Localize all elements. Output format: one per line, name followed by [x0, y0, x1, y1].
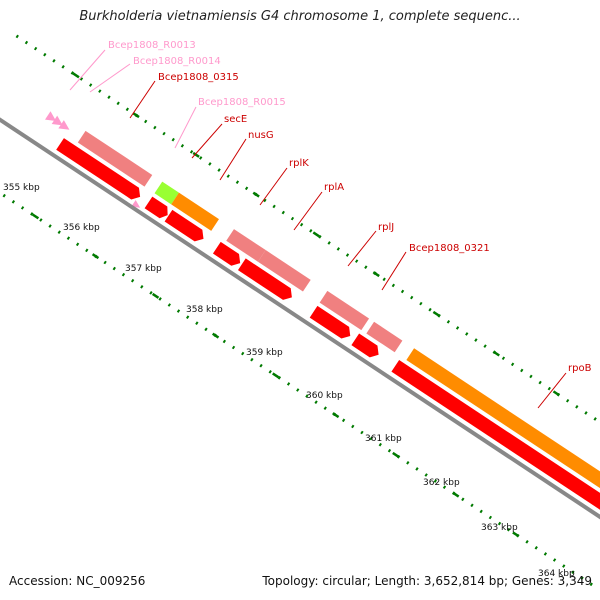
cds-arrow-rpla: [237, 258, 292, 300]
kbp-label: 357 kbp: [125, 264, 162, 274]
trna-markers: [45, 111, 141, 208]
forward-track: [77, 130, 600, 521]
leader-bcep1808-0321: [381, 251, 407, 291]
cds-arrow-nusg: [164, 209, 204, 242]
cds-arrow-bcep1808-0315: [56, 138, 141, 200]
cds-arrow-rplj: [309, 305, 351, 339]
gene-label: Bcep1808_R0014: [133, 56, 221, 67]
gene-label: secE: [224, 114, 247, 125]
kbp-label: 358 kbp: [186, 305, 223, 315]
kbp-label: 363 kbp: [481, 523, 518, 533]
leader-bcep1808-r0014: [89, 63, 131, 93]
kbp-label: 364 kbp: [538, 569, 575, 579]
cds-bar-rpob: [391, 359, 600, 536]
leader-nusg: [219, 138, 247, 181]
trna-marker: [45, 111, 57, 121]
gene-label: nusG: [248, 130, 274, 141]
map-title: Burkholderia vietnamiensis G4 chromosome…: [79, 9, 521, 24]
leader-rplk: [259, 167, 288, 206]
gene-labels: Bcep1808_R0013 Bcep1808_R0014 Bcep1808_0…: [108, 40, 592, 374]
outer-tick-ruler: [15, 34, 600, 430]
gene-label: rplJ: [378, 222, 394, 233]
leader-bcep1808-0315: [129, 80, 156, 119]
kbp-label: 356 kbp: [63, 223, 100, 233]
leader-rpla: [293, 191, 323, 231]
accession-text: Accession: NC_009256: [9, 574, 146, 588]
gene-sece: [154, 181, 179, 205]
kbp-label: 359 kbp: [246, 348, 283, 358]
gene-rpob: [406, 348, 600, 521]
genome-summary-text: Topology: circular; Length: 3,652,814 bp…: [262, 574, 592, 588]
leader-rplj: [347, 230, 377, 267]
cds-arrow-rplk: [212, 241, 241, 266]
gene-label: rplK: [289, 158, 309, 169]
gene-bcep1808-0321-forward: [366, 321, 403, 353]
kbp-label: 362 kbp: [423, 478, 460, 488]
gene-label: rpoB: [568, 363, 592, 374]
inner-major-ticks: [31, 213, 520, 538]
gene-label: Bcep1808_0321: [409, 243, 490, 254]
cds-arrow-sece: [144, 196, 168, 219]
kbp-label: 360 kbp: [306, 391, 343, 401]
kbp-labels: 355 kbp 356 kbp 357 kbp 358 kbp 359 kbp …: [3, 183, 575, 579]
gene-rplk-forward: [226, 229, 266, 262]
gene-bcep1808-0315-forward: [77, 130, 153, 187]
cds-track: [56, 138, 600, 536]
gene-nusg: [171, 192, 219, 231]
kbp-label: 355 kbp: [3, 183, 40, 193]
genome-backbone: [0, 100, 600, 546]
leader-bcep1808-r0015: [174, 106, 197, 149]
leader-rpob: [537, 372, 567, 409]
kbp-label: 361 kbp: [365, 434, 402, 444]
gene-label: Bcep1808_0315: [158, 72, 239, 83]
gene-rpla-forward: [257, 250, 311, 292]
gene-label: Bcep1808_R0015: [198, 97, 286, 108]
gene-label: rplA: [324, 182, 344, 193]
trna-marker: [51, 115, 63, 126]
gene-label: Bcep1808_R0013: [108, 40, 196, 51]
cds-arrow-bcep1808-0321: [351, 333, 379, 358]
leader-sece: [191, 123, 223, 159]
label-leaders: [69, 49, 567, 409]
trna-marker: [58, 120, 70, 130]
outer-major-ticks: [72, 72, 560, 397]
gene-rplj-forward: [319, 290, 370, 331]
leader-bcep1808-r0013: [69, 49, 106, 91]
